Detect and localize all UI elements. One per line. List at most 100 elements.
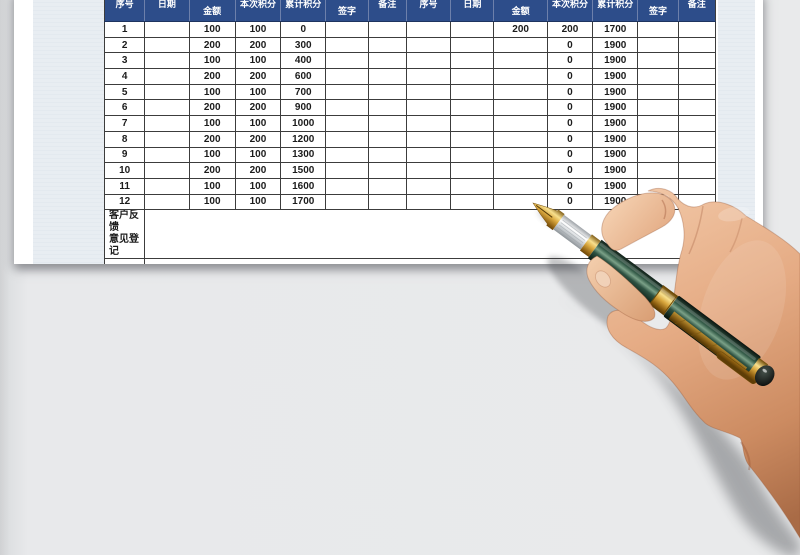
- cell-remark-2: [677, 146, 717, 164]
- cell-date: [144, 21, 190, 38]
- cell-remark-2: [677, 130, 717, 148]
- cell-date: [144, 193, 190, 211]
- cell-points-cumulative: 300: [280, 36, 327, 54]
- cell-amount: 200: [188, 99, 236, 117]
- cell-remark: [367, 115, 407, 132]
- cell-amount: 200: [188, 130, 236, 148]
- cell-amount-2: [493, 83, 548, 101]
- cell-points-this-time-2: 0: [546, 130, 594, 148]
- cell-date-2: [450, 52, 495, 70]
- cell-points-this-time-2: 0: [546, 52, 594, 70]
- cell-signature-2: [637, 68, 679, 85]
- cell-remark: [367, 146, 407, 164]
- cell-remark: [367, 99, 407, 117]
- cell-serial-2: [405, 193, 452, 211]
- cell-date: [144, 115, 190, 132]
- cell-points-cumulative-2: 1900: [592, 193, 639, 211]
- cell-remark: [367, 21, 407, 38]
- feedback-label-cell: 客户反馈 意见登记: [103, 209, 146, 260]
- thumb-nail: [595, 270, 611, 288]
- cell-points-cumulative-2: 1900: [592, 36, 639, 54]
- cell-remark: [367, 68, 407, 85]
- table-row: 1 100 100 0 200 200 1700: [103, 21, 717, 38]
- cell-date: [144, 130, 190, 148]
- table-row: 12 100 100 1700 0 1900: [103, 193, 717, 211]
- table-row: 4 200 200 600 0 1900: [103, 68, 717, 85]
- cell-points-this-time: 200: [234, 162, 282, 179]
- cell-signature: [325, 83, 369, 101]
- table-body: 1 100 100 0 200 200 1700 2 200 200 300 0 1900 3 100 100…: [103, 21, 717, 211]
- cell-signature: [325, 52, 369, 70]
- cell-serial-2: [405, 115, 452, 132]
- partial-bottom-row: [103, 258, 716, 264]
- cell-points-this-time: 100: [234, 52, 282, 70]
- cell-amount-2: [493, 162, 548, 179]
- cell-serial-2: [405, 83, 452, 101]
- table-row: 3 100 100 400 0 1900: [103, 52, 717, 70]
- cell-amount: 100: [188, 115, 236, 132]
- cell-points-this-time-2: 0: [546, 68, 594, 85]
- cell-serial: 1: [103, 21, 146, 38]
- points-table: 序号 日期 金额 本次积分 累计积分 签字 备注 序号 日期 金额 本次积分 累计积分 签字 备注 1 10…: [103, 0, 717, 264]
- cell-remark: [367, 52, 407, 70]
- cell-amount: 200: [188, 36, 236, 54]
- cell-date: [144, 68, 190, 85]
- cell-serial: 6: [103, 99, 146, 117]
- cell-signature-2: [637, 21, 679, 38]
- header-signature-2: 签字: [637, 0, 679, 22]
- cell-signature: [325, 115, 369, 132]
- cell-signature-2: [637, 99, 679, 117]
- page-right-margin-band: [718, 0, 755, 264]
- cell-date: [144, 99, 190, 117]
- cell-remark-2: [677, 83, 717, 101]
- cell-points-cumulative: 0: [280, 21, 327, 38]
- cell-remark-2: [677, 21, 717, 38]
- cell-date-2: [450, 68, 495, 85]
- cell-serial: 9: [103, 146, 146, 164]
- cell-remark: [367, 177, 407, 195]
- band-edge: [648, 285, 665, 305]
- cell-points-this-time: 100: [234, 146, 282, 164]
- cell-remark-2: [677, 36, 717, 54]
- hand-shadow: [556, 296, 800, 555]
- cell-remark-2: [677, 99, 717, 117]
- cell-points-cumulative: 700: [280, 83, 327, 101]
- cell-points-this-time-2: 0: [546, 177, 594, 195]
- cell-serial: 8: [103, 130, 146, 148]
- feedback-label-line1: 客户反馈: [109, 210, 139, 234]
- pen-cap: [663, 296, 761, 377]
- header-points-cumulative-2: 累计积分: [592, 0, 639, 22]
- cell-amount: 100: [188, 83, 236, 101]
- cell-points-this-time: 200: [234, 68, 282, 85]
- header-points-this-time: 本次积分: [235, 0, 282, 22]
- cell-date: [144, 52, 190, 70]
- table-row: 6 200 200 900 0 1900: [103, 99, 717, 117]
- cell-serial-2: [405, 130, 452, 148]
- cell-amount-2: [493, 115, 548, 132]
- cell-remark: [367, 193, 407, 211]
- cell-serial: 11: [103, 177, 146, 195]
- cell-points-this-time: 100: [234, 21, 282, 38]
- cell-amount: 100: [188, 52, 236, 70]
- cell-points-cumulative: 1500: [280, 162, 327, 179]
- cell-points-cumulative: 600: [280, 68, 327, 85]
- header-date: 日期: [144, 0, 190, 22]
- cell-signature-2: [637, 146, 679, 164]
- header-amount: 金额: [189, 0, 236, 22]
- cell-date: [144, 162, 190, 179]
- cell-date-2: [450, 83, 495, 101]
- cell-points-cumulative-2: 1900: [592, 52, 639, 70]
- cell-serial-2: [405, 36, 452, 54]
- table-row: 5 100 100 700 0 1900: [103, 83, 717, 101]
- table-row: 7 100 100 1000 0 1900: [103, 115, 717, 132]
- cell-amount-2: [493, 193, 548, 211]
- cell-serial: 7: [103, 115, 146, 132]
- cell-signature: [325, 177, 369, 195]
- header-serial: 序号: [103, 0, 146, 22]
- cell-date-2: [450, 162, 495, 179]
- pen-cap-gold-panel: [668, 311, 748, 375]
- cell-points-cumulative-2: 1900: [592, 115, 639, 132]
- cell-amount: 100: [188, 193, 236, 211]
- cell-remark-2: [677, 177, 717, 195]
